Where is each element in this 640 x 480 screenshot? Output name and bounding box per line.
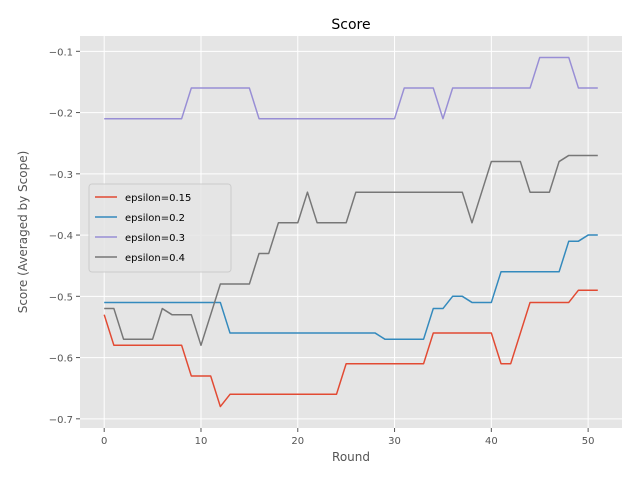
x-tick-label: 20 [291, 436, 304, 447]
legend-label: epsilon=0.15 [125, 193, 191, 204]
series-line-1 [104, 234, 598, 340]
x-tick-label: 40 [485, 436, 498, 447]
y-tick-label: −0.6 [49, 354, 73, 365]
y-tick-label: −0.4 [49, 231, 73, 242]
legend-label: epsilon=0.4 [125, 253, 185, 264]
x-axis-label: Round [332, 450, 370, 464]
x-tick-label: 10 [195, 436, 208, 447]
series-line-3 [104, 154, 598, 347]
series-line-0 [103, 289, 598, 408]
legend-label: epsilon=0.3 [125, 233, 185, 244]
x-axis-ticks: 0 10 20 30 40 50 [101, 428, 594, 447]
x-tick-label: 50 [582, 436, 595, 447]
y-axis-ticks: −0.7 −0.6 −0.5 −0.4 −0.3 −0.2 −0.1 [49, 47, 80, 426]
legend-box [88, 183, 232, 273]
y-tick-label: −0.5 [49, 292, 73, 303]
y-tick-label: −0.7 [49, 415, 73, 426]
x-tick-label: 30 [388, 436, 401, 447]
y-tick-label: −0.1 [49, 47, 73, 58]
legend-label: epsilon=0.2 [125, 213, 185, 224]
series-line-2 [104, 56, 598, 120]
legend: epsilon=0.15 epsilon=0.2 epsilon=0.3 epsilo… [88, 183, 232, 273]
chart-title: Score [331, 17, 370, 33]
grid-lines [80, 36, 622, 428]
y-axis-label: Score (Averaged by Scope) [16, 151, 30, 314]
x-tick-label: 0 [101, 436, 107, 447]
y-tick-label: −0.3 [49, 170, 73, 181]
series-layer [103, 56, 598, 408]
y-tick-label: −0.2 [49, 109, 73, 120]
